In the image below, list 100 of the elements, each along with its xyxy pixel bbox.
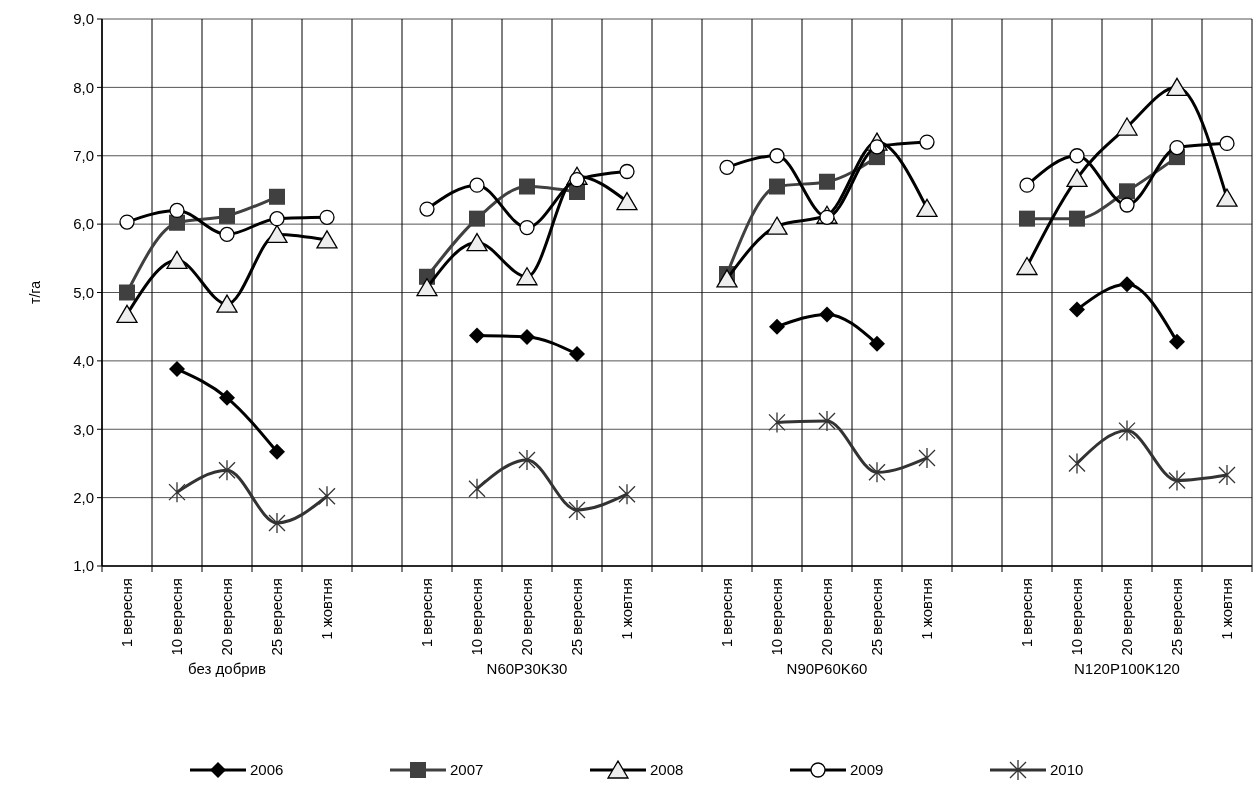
point [1118,419,1136,442]
x-tick-label: 25 вересня [568,578,586,656]
point [519,328,535,345]
point [469,177,485,193]
point [1069,148,1085,164]
point [916,198,938,218]
point [1069,301,1085,318]
point [269,211,285,227]
point [769,178,785,195]
legend-label: 2007 [450,761,484,779]
point [169,361,185,378]
legend-label: 2006 [250,761,284,779]
point [568,499,586,521]
point [518,449,536,471]
x-tick-label: 1 жовтня [618,578,636,640]
point [116,304,138,324]
point [1069,210,1085,227]
point [1119,276,1135,293]
point [318,485,336,507]
x-tick-label: 20 вересня [818,578,836,656]
point [219,389,235,406]
point [219,207,235,224]
point [818,410,836,432]
text: N60P30K30 [486,660,568,677]
y-tick-label: 5,0 [73,283,94,301]
x-tick-label: 10 вересня [1068,578,1086,656]
x-tick-label: 1 жовтня [918,578,936,640]
x-tick-label: 1 вересня [718,578,736,648]
point [1116,117,1138,136]
point [1219,135,1235,152]
point [319,209,335,225]
x-tick-label: 1 вересня [118,578,136,648]
point [868,461,886,483]
point [919,134,935,150]
y-tick-label: 9,0 [73,10,94,28]
point [768,411,786,434]
point [1119,183,1135,200]
point [1218,464,1236,486]
point [1169,333,1185,350]
point [266,224,288,244]
y-tick-label: 2,0 [73,488,94,506]
point [1166,77,1188,97]
x-tick-label: 20 вересня [518,578,536,656]
point [218,459,236,481]
text: N90P60K60 [786,660,868,677]
legend-label: 2009 [850,761,884,779]
point [769,148,785,164]
point [216,294,238,313]
x-tick-label: 20 вересня [218,578,236,656]
point [716,269,738,288]
point [419,201,435,217]
point [519,178,535,195]
x-tick-label: 10 вересня [468,578,486,656]
legend-label: 2008 [650,761,684,779]
y-tick-label: 7,0 [73,147,94,164]
point [316,230,338,249]
point [819,306,835,323]
point [766,216,788,235]
point [269,443,285,460]
x-tick-label: 25 вересня [1168,578,1186,656]
x-tick-label: 20 вересня [1118,578,1136,656]
point [1019,210,1035,227]
text: без добрив [188,660,266,677]
x-tick-label: 1 жовтня [1218,578,1236,640]
x-tick-label: 1 вересня [418,578,436,648]
point [1019,177,1035,193]
point [618,483,636,505]
point [269,188,285,205]
y-tick-label: 1,0 [73,557,94,575]
point [168,481,186,503]
x-tick-label: 25 вересня [268,578,286,656]
point [1066,168,1088,187]
point [769,318,785,335]
text: N120P100K120 [1074,660,1180,677]
point [1119,197,1135,213]
y-tick-label: 6,0 [73,215,94,233]
point [119,214,135,230]
point [1216,188,1238,207]
x-tick-label: 25 вересня [868,578,886,656]
point [616,191,638,211]
x-tick-label: 10 вересня [768,578,786,656]
point [1016,256,1038,276]
point [719,159,735,176]
y-tick-label: 8,0 [73,78,94,96]
point [569,346,585,363]
point [268,512,286,534]
point [619,163,635,180]
y-tick-label: 4,0 [73,352,94,370]
point [469,210,485,227]
x-tick-label: 1 вересня [1018,578,1036,648]
point [468,478,486,500]
point [466,232,488,252]
point [869,335,885,352]
point [1169,139,1185,156]
point [166,250,188,270]
legend-label: 2010 [1050,761,1084,779]
point [1168,469,1186,492]
point [1068,452,1086,475]
point [119,284,135,301]
point [918,447,936,469]
